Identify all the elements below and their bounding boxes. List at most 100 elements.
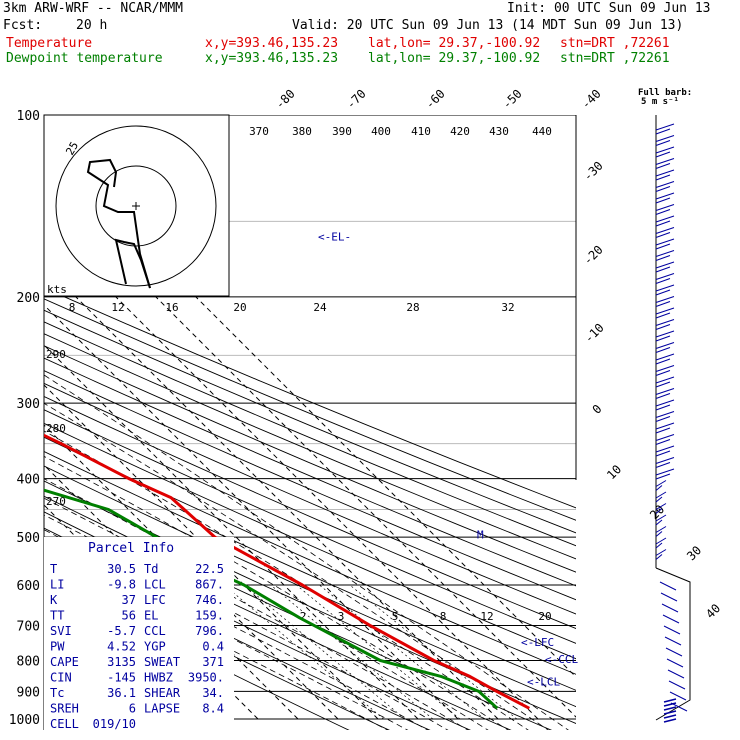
valid-time: Valid: 20 UTC Sun 09 Jun 13 (14 MDT Sun … — [292, 18, 684, 33]
wind-barb — [655, 307, 675, 319]
wind-barb — [655, 376, 675, 388]
isotherm-label: -40 — [579, 87, 604, 112]
parcel-marker: <-LFC — [521, 636, 554, 649]
wind-barb — [655, 537, 667, 549]
fcst-value: 20 h — [76, 18, 108, 33]
temperature-xy: x,y=393.46,135.23 — [205, 36, 339, 51]
dry-adiabat — [44, 345, 576, 573]
model-title: 3km ARW-WRF -- NCAR/MMM — [3, 1, 184, 16]
parcel-info-cell: SVI — [50, 624, 72, 638]
hodograph-speed-label: 12 — [111, 301, 124, 314]
temperature-legend: Temperature — [6, 36, 93, 51]
parcel-info-cell: 30.5 — [107, 562, 136, 576]
parcel-info-cell: 3135 — [107, 655, 136, 669]
mixing-ratio-label: 3 — [338, 610, 345, 623]
dewpoint-legend: Dewpoint temperature — [6, 51, 163, 66]
parcel-marker: M — [477, 529, 484, 542]
parcel-marker: <-EL- — [318, 231, 351, 244]
hodograph-trace — [86, 158, 151, 289]
parcel-info-cell: -9.8 — [107, 578, 136, 592]
profiles — [44, 433, 530, 710]
pressure-label: 600 — [17, 579, 40, 594]
pressure-label: 900 — [17, 685, 40, 700]
mixing-ratio-label: 20 — [538, 610, 551, 623]
isotherm-label: -60 — [423, 87, 448, 112]
temperature-latlon: lat,lon= 29.37,-100.92 — [368, 36, 541, 51]
wind-barb — [655, 365, 675, 376]
wind-barb — [665, 647, 683, 657]
wind-barb — [661, 603, 679, 613]
wind-barb — [663, 698, 677, 703]
parcel-info-cell: 22.5 — [195, 562, 224, 576]
parcel-info-cell: 371 — [202, 655, 224, 669]
wind-barb — [655, 296, 675, 307]
parcel-info-cell: 746. — [195, 593, 224, 607]
hodograph-outer-ring — [55, 125, 217, 287]
isotherm-label: -80 — [273, 87, 298, 112]
mixing-ratio-line — [243, 584, 406, 720]
isotherm-label: 0 — [590, 402, 605, 417]
wind-barb — [655, 445, 675, 457]
theta-label: 430 — [489, 125, 509, 138]
moist-adiabat — [44, 514, 449, 730]
parcel-info-cell: -145 — [107, 671, 136, 685]
isotherm-line — [44, 264, 499, 720]
wind-barb — [662, 614, 680, 624]
parcel-info-cell: 159. — [195, 609, 224, 623]
parcel-info-cell: CCL — [144, 624, 166, 638]
wind-barbs — [655, 115, 691, 723]
wind-barb — [655, 227, 675, 238]
isotherm-line — [44, 224, 539, 720]
isotherm-line — [0, 115, 18, 719]
parcel-info-cell: CELL — [50, 717, 79, 731]
theta-label: 370 — [249, 125, 269, 138]
dewpoint-xy: x,y=393.46,135.23 — [205, 51, 339, 66]
wind-barb — [663, 625, 681, 635]
wind-barb — [655, 192, 675, 204]
theta-label: 390 — [332, 125, 352, 138]
wind-barb — [663, 714, 677, 719]
parcel-marker: <-LCL — [527, 676, 560, 689]
parcel-info-cell: 0.4 — [202, 640, 224, 654]
hodograph: 25 kts — [43, 114, 230, 297]
theta-e-label: 280 — [46, 422, 66, 435]
moist-adiabat — [44, 402, 549, 730]
dewpoint-latlon: lat,lon= 29.37,-100.92 — [368, 51, 541, 66]
wind-barb — [655, 480, 667, 491]
wind-barb — [655, 250, 675, 261]
wind-barb — [655, 457, 675, 468]
dry-adiabat — [44, 395, 576, 630]
mixing-ratio-label: 8 — [440, 610, 447, 623]
wind-barb — [655, 204, 675, 215]
init-time: Init: 00 UTC Sun 09 Jun 13 — [507, 1, 711, 16]
theta-e-label: 270 — [46, 495, 66, 508]
wind-barb — [663, 706, 677, 711]
isotherm-label: -70 — [344, 87, 369, 112]
parcel-info-cell: Td — [144, 562, 158, 576]
wind-barb — [667, 669, 685, 679]
pressure-label: 500 — [17, 531, 40, 546]
wind-barb — [663, 710, 677, 715]
parcel-info-cell: LFC — [144, 593, 166, 607]
wind-barb — [655, 342, 675, 353]
mixing-ratio-line — [349, 584, 518, 720]
dry-adiabat — [44, 333, 576, 560]
hodograph-kts-label: kts — [47, 283, 67, 296]
dry-adiabat — [44, 357, 576, 587]
parcel-info-cell: 8.4 — [202, 702, 224, 716]
wind-barb — [655, 169, 675, 181]
pressure-label: 700 — [17, 619, 40, 634]
parcel-info-cell: 4.52 — [107, 640, 136, 654]
moist-adiabat — [44, 374, 569, 730]
wind-barb — [655, 330, 675, 342]
pressure-label: 100 — [17, 109, 40, 124]
theta-e-label: 290 — [46, 348, 66, 361]
wind-barb — [655, 549, 667, 560]
hodograph-ring-label: 25 — [63, 140, 81, 158]
wind-barb — [655, 123, 675, 135]
wind-barb — [655, 284, 675, 296]
wind-barb — [655, 468, 675, 480]
mixing-ratio-label: 12 — [480, 610, 493, 623]
theta-label: 380 — [292, 125, 312, 138]
